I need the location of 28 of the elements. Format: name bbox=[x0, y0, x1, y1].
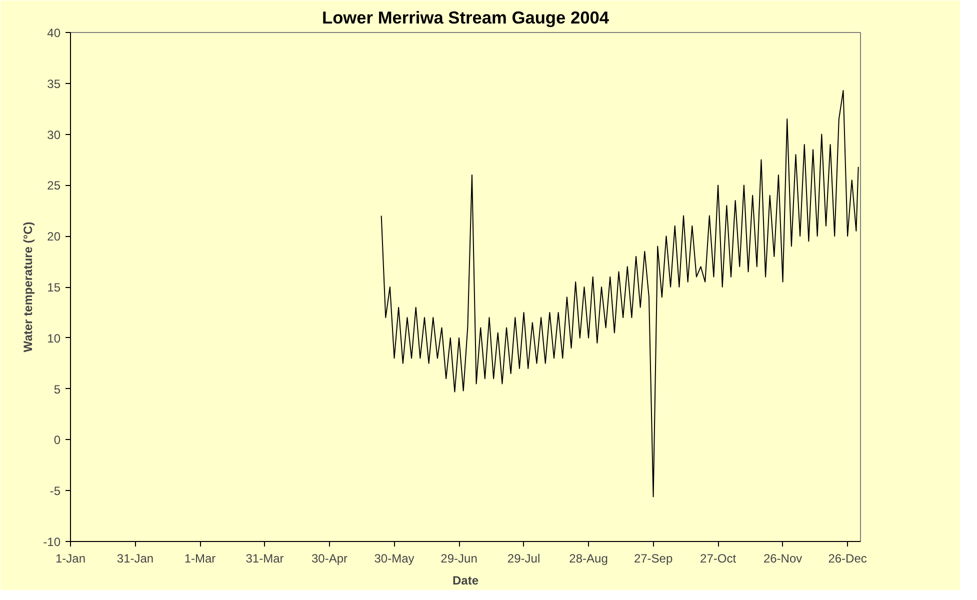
x-tick-label: 27-Sep bbox=[634, 552, 673, 566]
x-tick-label: 27-Oct bbox=[700, 552, 737, 566]
y-tick-label: 30 bbox=[47, 128, 61, 142]
x-tick-label: 1-Jan bbox=[55, 552, 86, 566]
x-tick-label: 26-Dec bbox=[828, 552, 867, 566]
y-tick-label: 0 bbox=[54, 433, 61, 448]
x-tick-label: 31-Mar bbox=[246, 552, 284, 566]
x-tick-label: 30-Apr bbox=[312, 552, 348, 566]
x-tick-label: 29-Jun bbox=[440, 552, 478, 566]
y-tick-label: 10 bbox=[47, 331, 61, 346]
x-tick-label: 1-Mar bbox=[184, 552, 216, 566]
y-tick-label: 5 bbox=[54, 382, 61, 396]
y-tick-label: 20 bbox=[47, 230, 61, 244]
y-tick-label: 15 bbox=[47, 280, 61, 294]
x-tick-label: 31-Jan bbox=[116, 552, 154, 566]
x-tick-label: 30-May bbox=[374, 552, 414, 566]
x-axis-title: Date bbox=[452, 574, 479, 588]
chart-title: Lower Merriwa Stream Gauge 2004 bbox=[322, 8, 610, 28]
x-tick-label: 26-Nov bbox=[763, 552, 802, 566]
y-tick-label: 35 bbox=[47, 76, 61, 91]
y-axis-title: Water temperature (°C) bbox=[21, 222, 36, 352]
y-tick-label: 25 bbox=[47, 178, 61, 193]
y-tick-label: -5 bbox=[50, 484, 61, 498]
y-tick-label: 40 bbox=[47, 26, 61, 40]
y-tick-label: -10 bbox=[43, 535, 61, 549]
x-tick-label: 28-Aug bbox=[569, 552, 608, 566]
x-tick-label: 29-Jul bbox=[507, 552, 540, 566]
line-series bbox=[380, 90, 859, 498]
